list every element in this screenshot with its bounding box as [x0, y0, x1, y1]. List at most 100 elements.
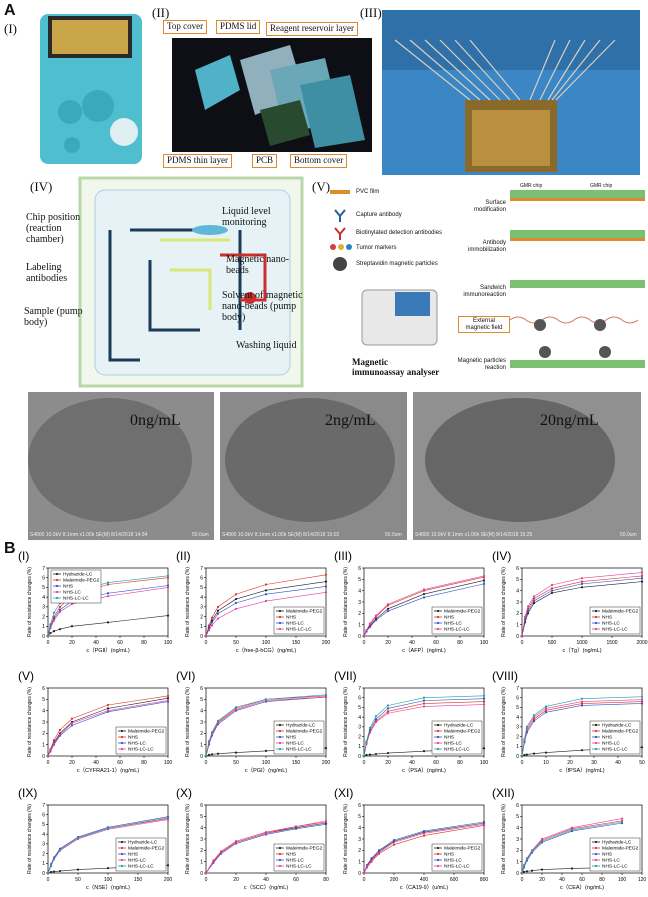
- data-point: [324, 695, 328, 699]
- x-tick-label: 500: [548, 640, 557, 646]
- y-tick-label: 1: [42, 742, 45, 748]
- y-tick-label: 6: [358, 803, 361, 809]
- data-point: [580, 582, 584, 585]
- annotation: Magnetic nano-beads: [226, 254, 290, 276]
- x-axis-label: c（free-β-hCG）(ng/mL): [236, 647, 296, 654]
- plot-frame: [363, 687, 485, 757]
- chart-title: (VIII): [492, 669, 518, 683]
- data-point: [234, 597, 238, 601]
- data-point: [362, 871, 366, 875]
- chart-title: (XII): [492, 786, 515, 800]
- data-point: [210, 616, 214, 619]
- legend-label: Maleimide-PEG2: [444, 609, 481, 615]
- y-tick-label: 7: [42, 803, 45, 809]
- data-point: [52, 630, 56, 633]
- y-tick-label: 5: [200, 814, 203, 820]
- data-point: [422, 832, 426, 835]
- data-point: [204, 754, 208, 758]
- x-axis-label: c（PGⅡ）(ng/mL): [86, 647, 130, 654]
- y-tick-label: 3: [358, 837, 361, 843]
- chip-strip: [510, 190, 645, 198]
- chart-title: (I): [18, 549, 29, 563]
- legend-marker: [436, 609, 440, 613]
- legend-label: Maleimide-PEG2: [444, 729, 481, 735]
- y-tick-label: 5: [516, 705, 519, 711]
- x-tick-label: 40: [409, 760, 415, 766]
- x-axis-label: c（SCC）(ng/mL): [244, 884, 288, 891]
- y-tick-label: 1: [358, 744, 361, 750]
- y-tick-label: 0: [42, 871, 45, 877]
- sem-footer: S4800 10.0kV 8.1mm x1.00k SE(M) 8/14/201…: [415, 532, 533, 538]
- y-axis-label: Rate of resistance changes (%): [185, 567, 191, 637]
- y-tick-label: 6: [516, 803, 519, 809]
- sem-spot: [28, 398, 192, 522]
- x-tick-label: 100: [480, 640, 489, 646]
- data-point: [58, 610, 62, 613]
- data-point: [365, 865, 369, 868]
- well: [64, 137, 80, 153]
- legend-marker: [278, 609, 282, 613]
- legend-label: Maleimide-PEG2: [128, 846, 165, 852]
- data-point: [324, 573, 328, 576]
- legend-marker: [55, 590, 59, 594]
- x-tick-label: 50: [233, 760, 239, 766]
- data-point: [70, 602, 74, 606]
- y-tick-label: 0: [42, 634, 45, 640]
- legend-box: [589, 720, 641, 755]
- chart-title: (VII): [334, 669, 357, 683]
- y-tick-label: 5: [200, 697, 203, 703]
- legend-box: [431, 606, 483, 635]
- legend-box: [589, 606, 641, 635]
- y-tick-label: 5: [42, 697, 45, 703]
- data-point: [362, 754, 366, 758]
- callout: PDMS thin layer: [163, 154, 233, 168]
- data-point: [525, 725, 528, 728]
- y-tick-label: 1: [516, 744, 519, 750]
- legend-label: NHS: [128, 735, 138, 741]
- x-tick-label: 200: [390, 877, 399, 883]
- legend-marker: [278, 723, 282, 727]
- data-point: [204, 634, 208, 638]
- data-point: [525, 753, 528, 756]
- data-point: [216, 605, 220, 608]
- legend-label: NHS: [444, 735, 454, 741]
- field-wave: [509, 316, 639, 324]
- legend-marker: [436, 747, 440, 751]
- legend-marker: [278, 627, 282, 631]
- legend-label: Hydrazide-LC: [128, 840, 158, 846]
- legend-label: Maleimide-PEG2: [286, 846, 323, 852]
- data-point: [570, 867, 574, 870]
- legend-label: Hydrazide-LC: [63, 572, 93, 578]
- y-tick-label: 4: [200, 825, 203, 831]
- data-point: [482, 820, 486, 824]
- legend-marker: [120, 858, 124, 862]
- legend-label: NHS: [444, 852, 454, 858]
- y-tick-label: 0: [200, 634, 203, 640]
- legend-text: Biotinylated detection antibodies: [356, 230, 443, 236]
- y-tick-label: 2: [200, 731, 203, 737]
- data-point: [70, 717, 74, 720]
- data-point: [106, 867, 110, 870]
- data-point: [523, 753, 526, 757]
- panel-label: B: [4, 540, 16, 557]
- data-point: [422, 750, 426, 753]
- data-point: [46, 634, 50, 638]
- x-tick-label: 150: [292, 760, 301, 766]
- legend-label: Hydrazide-LC: [602, 840, 632, 846]
- y-axis-label: Rate of resistance changes (%): [501, 687, 507, 757]
- sem-spot: [425, 398, 615, 522]
- subpanel-label: (I): [4, 21, 17, 36]
- data-point: [365, 753, 368, 757]
- legend-text: Capture antibody: [356, 212, 402, 218]
- legend-box: [431, 843, 483, 872]
- data-point: [52, 739, 56, 742]
- legend-marker: [436, 723, 440, 727]
- data-point: [368, 753, 372, 756]
- data-point: [324, 580, 328, 583]
- y-tick-label: 2: [42, 731, 45, 737]
- data-point: [207, 753, 211, 756]
- x-tick-label: 80: [141, 640, 147, 646]
- legend-marker: [436, 846, 440, 850]
- legend-label: NHS-LC: [444, 741, 462, 747]
- legend-label: NHS: [286, 852, 296, 858]
